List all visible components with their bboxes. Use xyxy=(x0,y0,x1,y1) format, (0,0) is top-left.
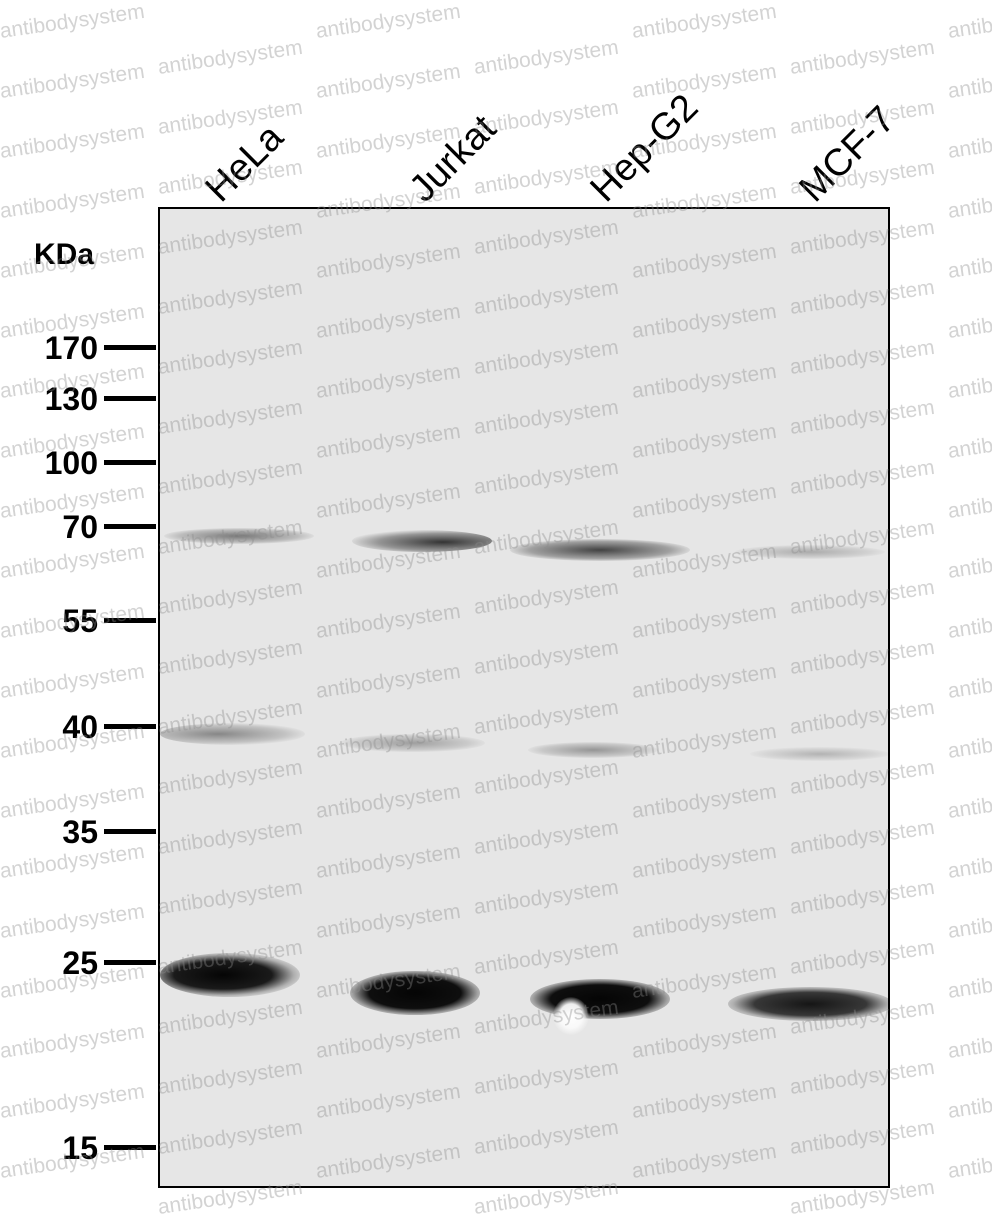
band-hela-38kda xyxy=(160,723,305,745)
watermark-text: antibodysystem xyxy=(946,899,992,943)
marker-tick-35 xyxy=(104,829,156,834)
marker-label-40: 40 xyxy=(62,709,98,745)
watermark-text: antibodysystem xyxy=(0,0,147,43)
marker-label-100: 100 xyxy=(44,445,98,481)
watermark-text: antibodysystem xyxy=(946,1079,992,1123)
watermark-text: antibodysystem xyxy=(0,59,147,103)
marker-label-15: 15 xyxy=(62,1130,98,1166)
watermark-text: antibodysystem xyxy=(946,719,992,763)
watermark-text: antibodysystem xyxy=(156,35,305,79)
watermark-text: antibodysystem xyxy=(946,359,992,403)
watermark-text: antibodysystem xyxy=(630,59,779,103)
watermark-text: antibodysystem xyxy=(946,179,992,223)
band-hepg2-38kda xyxy=(528,742,658,758)
watermark-text: antibodysystem xyxy=(946,599,992,643)
watermark-text: antibodysystem xyxy=(314,0,463,43)
lane-label-hela: HeLa xyxy=(197,116,292,211)
lane-label-jurkat: Jurkat xyxy=(401,107,505,211)
marker-tick-130 xyxy=(104,396,156,401)
watermark-text: antibodysystem xyxy=(788,35,937,79)
watermark-text: antibodysystem xyxy=(946,659,992,703)
watermark-text: antibodysystem xyxy=(946,119,992,163)
band-hepg2-24kda-bubble xyxy=(553,997,589,1035)
watermark-text: antibodysystem xyxy=(156,95,305,139)
watermark-text: antibodysystem xyxy=(0,899,147,943)
watermark-text: antibodysystem xyxy=(0,659,147,703)
watermark-text: antibodysystem xyxy=(472,35,621,79)
watermark-text: antibodysystem xyxy=(946,539,992,583)
marker-tick-55 xyxy=(104,618,156,623)
marker-label-55: 55 xyxy=(62,603,98,639)
marker-label-130: 130 xyxy=(44,381,98,417)
watermark-text: antibodysystem xyxy=(946,959,992,1003)
watermark-text: antibodysystem xyxy=(630,0,779,43)
watermark-text: antibodysystem xyxy=(0,179,147,223)
marker-tick-170 xyxy=(104,345,156,350)
watermark-text: antibodysystem xyxy=(946,1139,992,1183)
unit-label: KDa xyxy=(34,238,95,271)
marker-label-170: 170 xyxy=(44,330,98,366)
watermark-text: antibodysystem xyxy=(946,59,992,103)
marker-tick-15 xyxy=(104,1145,156,1150)
watermark-text: antibodysystem xyxy=(0,119,147,163)
watermark-text: antibodysystem xyxy=(314,59,463,103)
band-jurkat-68kda xyxy=(352,530,492,552)
watermark-text: antibodysystem xyxy=(0,1019,147,1063)
watermark-text: antibodysystem xyxy=(946,839,992,883)
watermark-text: antibodysystem xyxy=(0,539,147,583)
marker-label-25: 25 xyxy=(62,945,98,981)
band-mcf7-24kda xyxy=(728,987,888,1021)
watermark-text: antibodysystem xyxy=(946,239,992,283)
blot-membrane xyxy=(158,207,890,1188)
watermark-text: antibodysystem xyxy=(946,299,992,343)
marker-label-35: 35 xyxy=(62,814,98,850)
band-hepg2-68kda xyxy=(510,539,690,561)
marker-tick-40 xyxy=(104,724,156,729)
band-jurkat-38kda xyxy=(340,734,485,752)
marker-label-70: 70 xyxy=(62,509,98,545)
band-hela-24kda xyxy=(160,953,300,997)
marker-tick-70 xyxy=(104,524,156,529)
band-mcf7-68kda xyxy=(735,545,885,559)
watermark-text: antibodysystem xyxy=(0,1079,147,1123)
watermark-text: antibodysystem xyxy=(946,1019,992,1063)
marker-tick-25 xyxy=(104,960,156,965)
watermark-text: antibodysystem xyxy=(946,779,992,823)
marker-tick-100 xyxy=(104,460,156,465)
lane-label-hep-g2: Hep-G2 xyxy=(582,86,707,211)
watermark-text: antibodysystem xyxy=(946,0,992,43)
band-jurkat-24kda xyxy=(350,971,480,1015)
band-mcf7-38kda xyxy=(750,747,888,761)
watermark-text: antibodysystem xyxy=(946,419,992,463)
band-hepg2-24kda xyxy=(530,979,670,1019)
lane-label-mcf-7: MCF-7 xyxy=(791,98,904,211)
watermark-text: antibodysystem xyxy=(946,479,992,523)
band-hela-68kda xyxy=(164,528,314,544)
